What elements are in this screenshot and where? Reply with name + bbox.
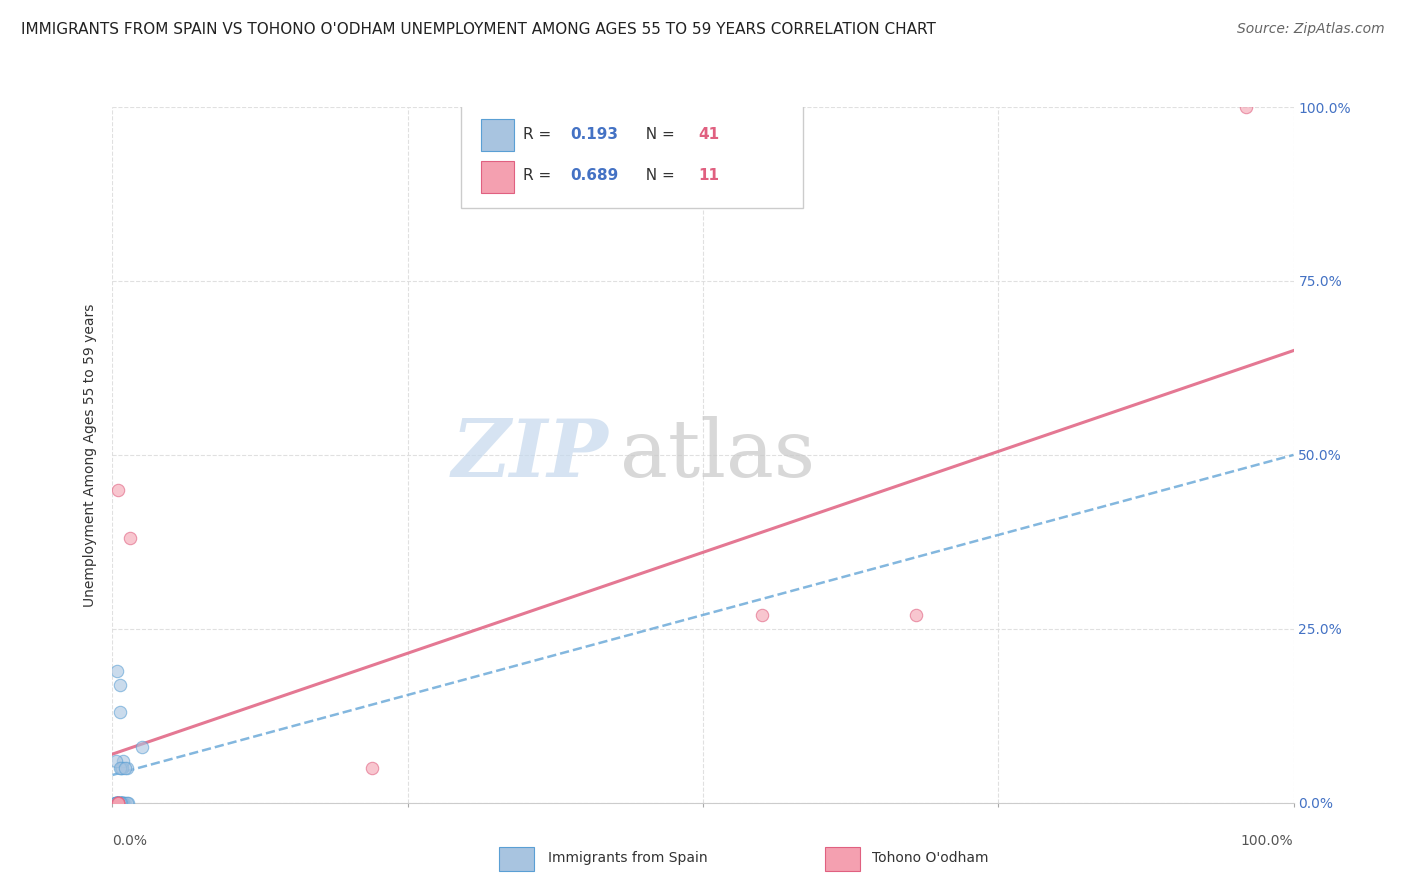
Text: ZIP: ZIP (451, 417, 609, 493)
FancyBboxPatch shape (481, 161, 515, 193)
Y-axis label: Unemployment Among Ages 55 to 59 years: Unemployment Among Ages 55 to 59 years (83, 303, 97, 607)
Point (114, 761, 136, 775)
Point (117, 796, 139, 810)
Text: Immigrants from Spain: Immigrants from Spain (548, 851, 709, 865)
Point (107, 796, 129, 810)
Text: R =: R = (523, 127, 557, 142)
Point (107, 796, 129, 810)
Point (108, 706, 131, 720)
Text: N =: N = (636, 168, 679, 183)
Point (110, 796, 132, 810)
Point (131, 740, 153, 755)
Point (1234, 100, 1257, 114)
Point (111, 796, 134, 810)
Text: Tohono O'odham: Tohono O'odham (872, 851, 988, 865)
Text: 0.193: 0.193 (571, 127, 619, 142)
Point (105, 664, 128, 678)
Point (107, 796, 129, 810)
Point (112, 754, 135, 768)
Point (105, 796, 128, 810)
Text: 0.689: 0.689 (571, 168, 619, 183)
Text: Source: ZipAtlas.com: Source: ZipAtlas.com (1237, 22, 1385, 37)
Point (105, 796, 128, 810)
Point (107, 796, 129, 810)
Point (112, 796, 135, 810)
Text: 41: 41 (699, 127, 720, 142)
Point (105, 796, 128, 810)
Point (108, 677, 131, 691)
Point (107, 796, 129, 810)
Point (110, 796, 132, 810)
Point (904, 607, 927, 622)
Point (108, 796, 131, 810)
Point (107, 796, 129, 810)
Point (111, 761, 134, 775)
Text: 0.0%: 0.0% (112, 834, 148, 848)
Point (114, 796, 136, 810)
Text: IMMIGRANTS FROM SPAIN VS TOHONO O'ODHAM UNEMPLOYMENT AMONG AGES 55 TO 59 YEARS C: IMMIGRANTS FROM SPAIN VS TOHONO O'ODHAM … (21, 22, 936, 37)
Point (108, 796, 131, 810)
Point (120, 532, 142, 546)
Point (108, 796, 131, 810)
Point (751, 607, 773, 622)
Point (107, 796, 129, 810)
Point (111, 796, 134, 810)
Point (112, 796, 135, 810)
Text: 100.0%: 100.0% (1241, 834, 1294, 848)
Point (110, 761, 132, 775)
Point (361, 761, 384, 775)
Point (115, 796, 138, 810)
Text: atlas: atlas (620, 416, 815, 494)
Text: R =: R = (523, 168, 557, 183)
Point (105, 754, 128, 768)
FancyBboxPatch shape (461, 103, 803, 208)
FancyBboxPatch shape (481, 119, 515, 151)
Point (115, 761, 138, 775)
Point (104, 796, 127, 810)
Point (105, 796, 128, 810)
Text: 11: 11 (699, 168, 720, 183)
Point (111, 796, 134, 810)
Point (108, 761, 131, 775)
Point (107, 796, 129, 810)
Point (107, 796, 129, 810)
Point (107, 483, 129, 497)
Point (110, 796, 132, 810)
Text: N =: N = (636, 127, 679, 142)
Point (108, 796, 131, 810)
Point (107, 796, 129, 810)
Point (105, 796, 128, 810)
Point (105, 796, 128, 810)
Point (112, 796, 135, 810)
Point (105, 796, 128, 810)
Point (110, 796, 132, 810)
